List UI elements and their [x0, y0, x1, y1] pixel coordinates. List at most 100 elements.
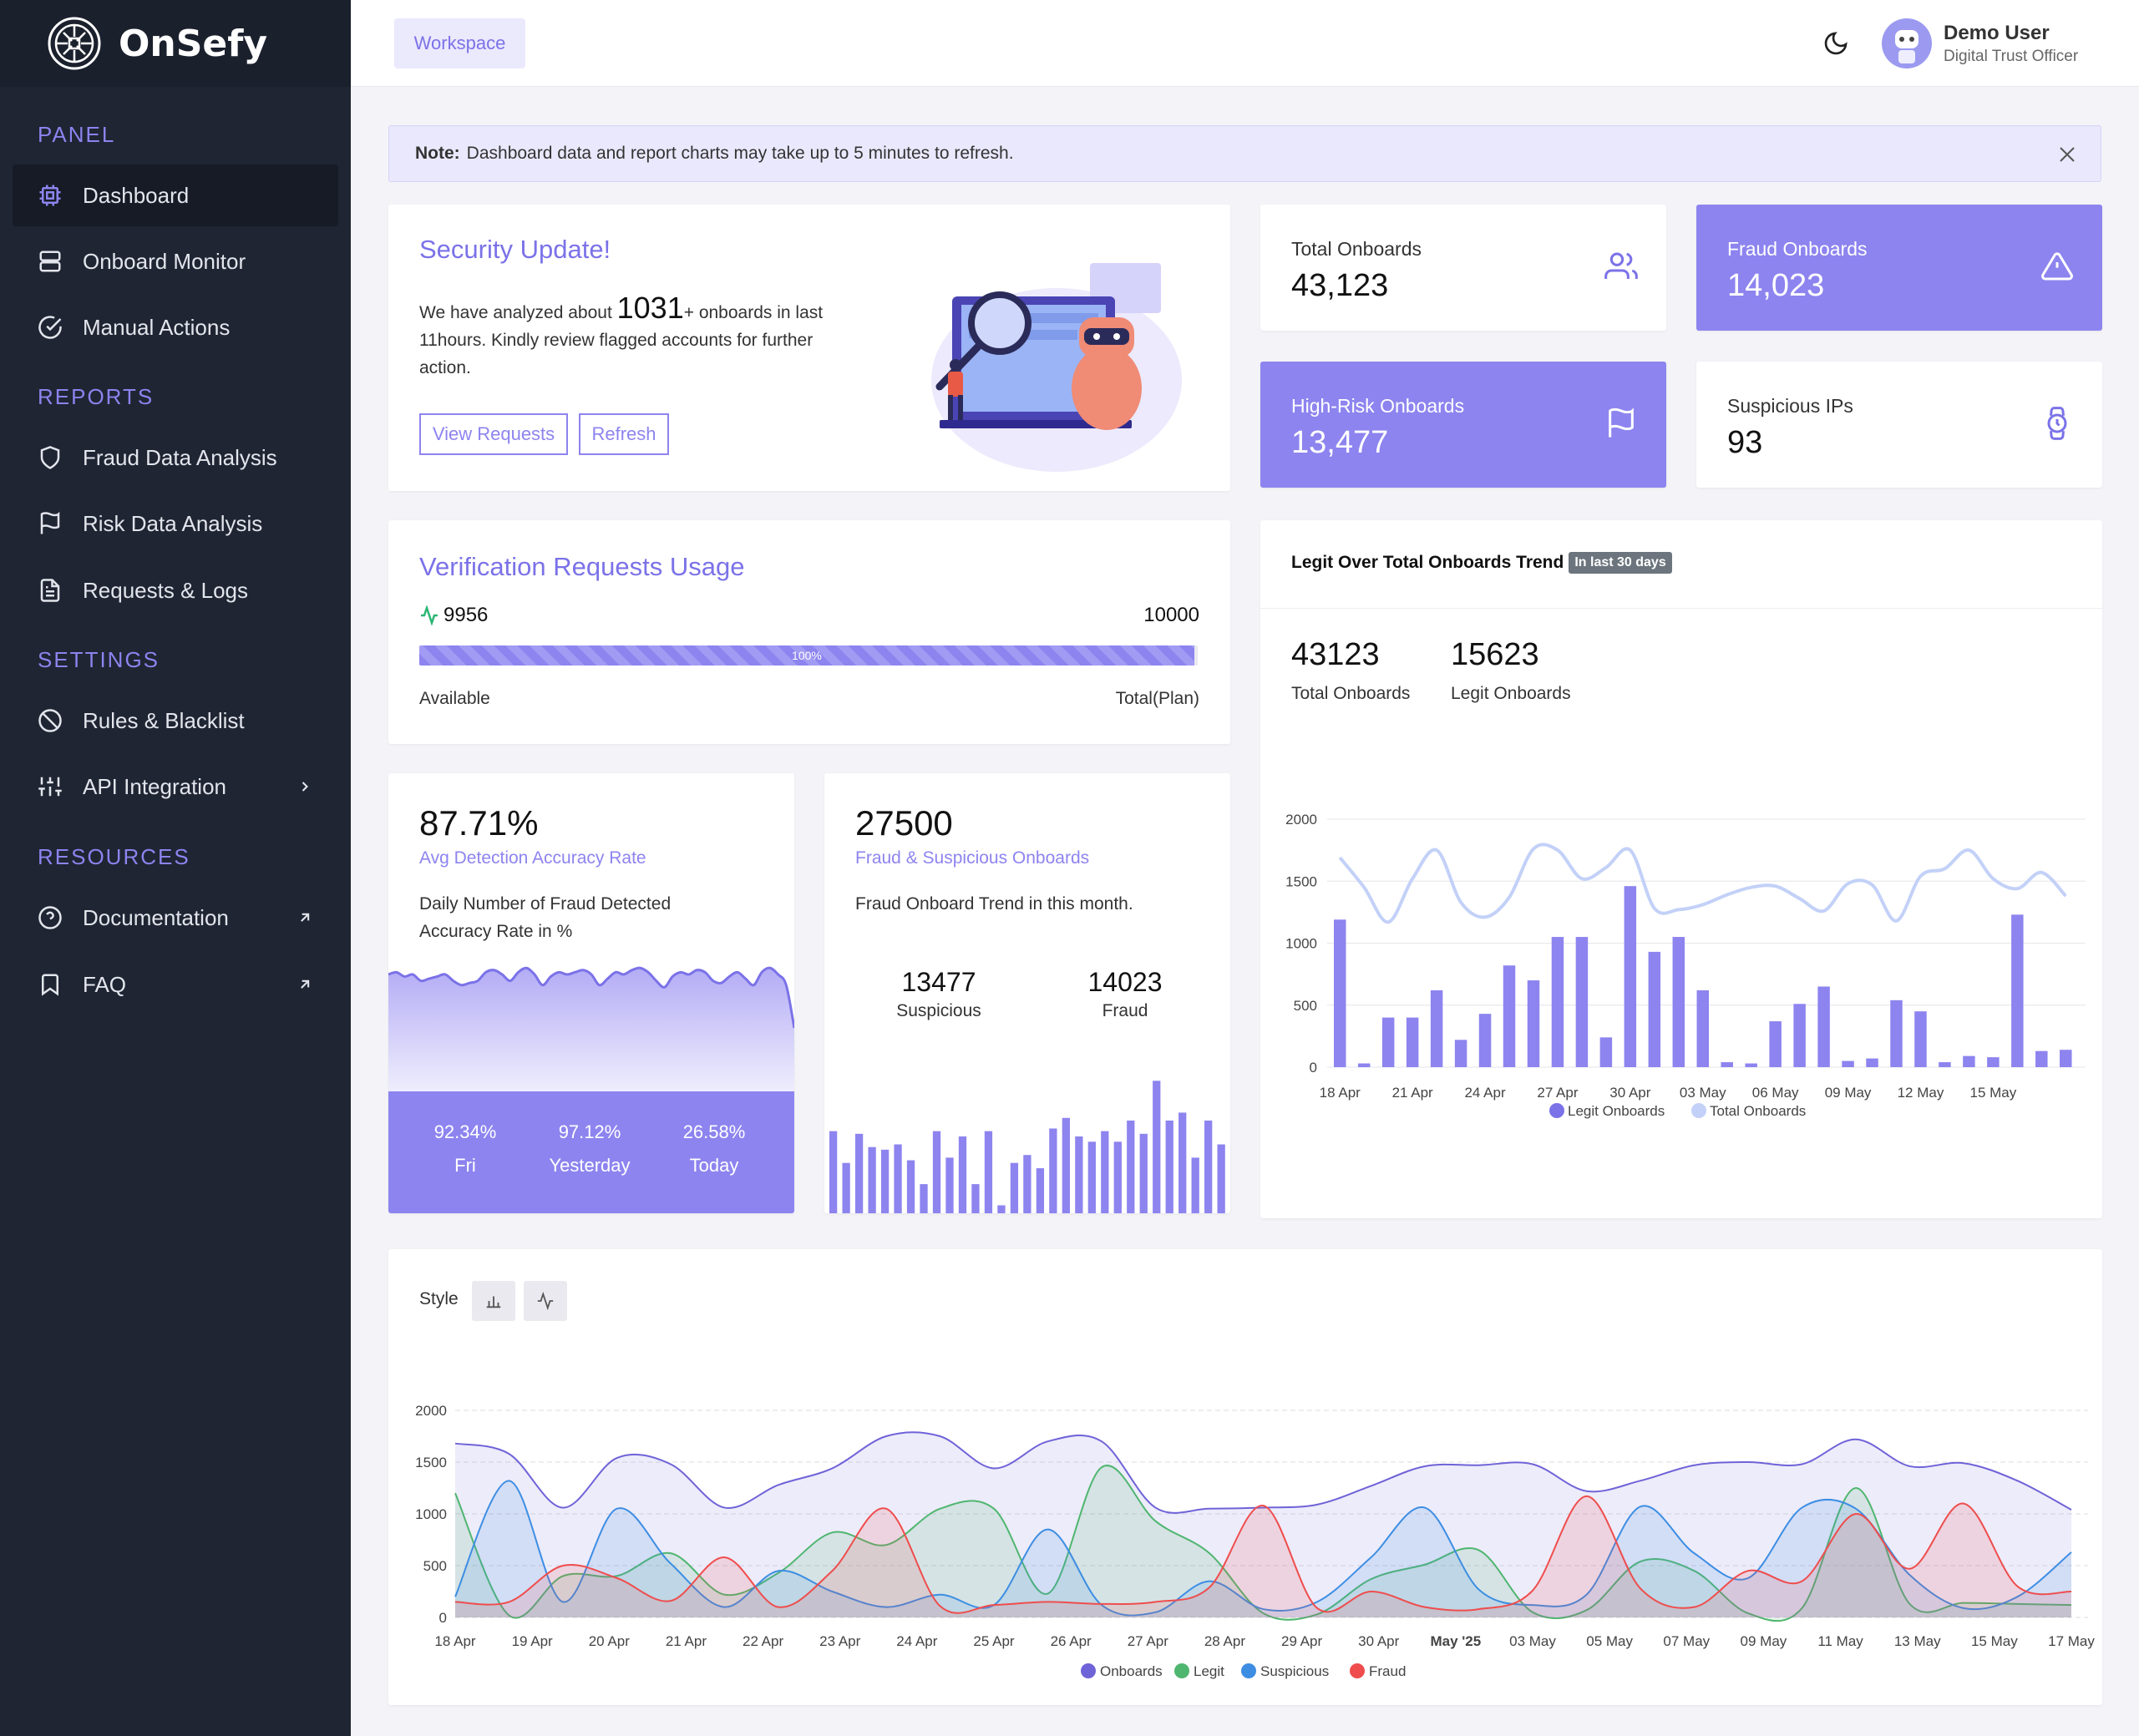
y-tick-label: 2000: [415, 1403, 447, 1419]
bookmark-icon: [42, 974, 58, 996]
external-link-icon: [301, 913, 310, 922]
bar-chart-icon: [486, 1296, 501, 1308]
sidebar-item-requests-logs[interactable]: Requests & Logs: [13, 559, 338, 621]
user-role: Digital Trust Officer: [1944, 48, 2079, 65]
x-tick-label: 20 Apr: [589, 1633, 630, 1649]
legit-bar: [1769, 1021, 1782, 1067]
y-tick-label: 500: [1294, 998, 1317, 1014]
sidebar-item-documentation[interactable]: Documentation: [13, 887, 338, 949]
y-tick-label: 500: [423, 1558, 447, 1574]
legit-bar: [1648, 951, 1661, 1067]
legit-bar: [2060, 1050, 2072, 1067]
section-panel: PANEL: [38, 122, 116, 147]
legend-label-legit: Legit Onboards: [1568, 1103, 1665, 1119]
legit-bar: [1381, 1017, 1395, 1067]
sidebar-item-label: Rules & Blacklist: [83, 707, 245, 733]
sidebar-item-onboard-monitor[interactable]: Onboard Monitor: [13, 230, 338, 292]
sidebar-item-rules-blacklist[interactable]: Rules & Blacklist: [13, 690, 338, 752]
fraud-label: Fraud: [1102, 1001, 1148, 1020]
legit-bar: [1721, 1062, 1733, 1067]
x-tick-label: 13 May: [1894, 1633, 1941, 1649]
y-tick-label: 1500: [1285, 873, 1317, 889]
day-label: Today: [689, 1155, 739, 1176]
series-line: [454, 1495, 2072, 1614]
fraud-bar: [1204, 1120, 1213, 1213]
sidebar-item-risk-data-analysis[interactable]: Risk Data Analysis: [13, 493, 338, 554]
sidebar-item-label: Risk Data Analysis: [83, 510, 263, 536]
x-tick-label: 17 May: [2048, 1633, 2095, 1649]
x-tick-label: 15 May: [1969, 1085, 2016, 1101]
legit-trend-card: Legit Over Total Onboards Trend In last 3…: [1260, 520, 2102, 1218]
sidebar-item-api-integration[interactable]: API Integration: [13, 756, 338, 817]
day-value: 92.34%: [433, 1121, 497, 1142]
line-style-button[interactable]: [524, 1281, 567, 1321]
fraud-count: 14023 Fraud: [1042, 967, 1209, 1021]
refresh-button[interactable]: Refresh: [579, 413, 669, 455]
legit-bar: [1503, 965, 1516, 1067]
fraud-bar: [1113, 1141, 1122, 1213]
fraud-bar: [1101, 1131, 1109, 1213]
sidebar-item-manual-actions[interactable]: Manual Actions: [13, 296, 338, 358]
security-text-1: We have analyzed about: [419, 303, 612, 322]
stat-label: Fraud Onboards: [1727, 238, 1868, 260]
fraud-bar: [1087, 1141, 1096, 1213]
day-value: 97.12%: [558, 1121, 621, 1142]
close-icon[interactable]: [2057, 144, 2077, 164]
fraud-trend-desc: Fraud Onboard Trend in this month.: [855, 894, 1133, 914]
legit-bar: [1334, 919, 1346, 1067]
check-circle-icon: [38, 316, 62, 339]
section-resources: RESOURCES: [38, 844, 190, 869]
sidebar-item-dashboard[interactable]: Dashboard: [13, 164, 338, 226]
legit-bar: [1478, 1014, 1492, 1067]
sidebar-item-faq[interactable]: FAQ: [13, 954, 338, 1015]
legit-bar: [1987, 1057, 2000, 1067]
x-tick-label: 24 Apr: [1464, 1085, 1505, 1101]
stat-label: Suspicious IPs: [1727, 395, 1853, 417]
view-requests-button[interactable]: View Requests: [419, 413, 568, 455]
x-tick-label: 25 Apr: [973, 1633, 1014, 1649]
suspicious-value: 13477: [901, 967, 976, 997]
fraud-bar: [945, 1157, 954, 1213]
activity-icon: [537, 1292, 554, 1310]
x-tick-label: 07 May: [1663, 1633, 1710, 1649]
brand[interactable]: OnSefy: [0, 0, 351, 87]
accuracy-days-panel: 92.34% Fri 97.12% Yesterday 26.58% Today: [388, 1091, 794, 1213]
shield-icon: [40, 446, 60, 469]
x-tick-label: 11 May: [1817, 1633, 1863, 1649]
x-tick-label: 09 May: [1741, 1633, 1787, 1649]
usage-total: 10000: [1143, 604, 1199, 626]
usage-progress-fill: 100%: [419, 645, 1194, 666]
legit-bar: [1890, 1000, 1903, 1067]
legend-label: Fraud: [1369, 1663, 1406, 1679]
period-badge: In last 30 days: [1569, 552, 1672, 574]
workspace-button[interactable]: Workspace: [394, 18, 525, 68]
activity-icon: [421, 605, 438, 625]
avatar[interactable]: [1882, 18, 1932, 68]
legend-label-total: Total Onboards: [1710, 1103, 1806, 1119]
moon-icon[interactable]: [1822, 30, 1849, 57]
accuracy-desc: Daily Number of Fraud Detected Accuracy …: [419, 890, 671, 945]
x-tick-label: 21 Apr: [666, 1633, 707, 1649]
fraud-bar: [842, 1162, 850, 1213]
fraud-trend-subtitle: Fraud & Suspicious Onboards: [855, 848, 1090, 868]
style-label: Style: [419, 1289, 459, 1308]
sidebar-item-label: Manual Actions: [83, 314, 231, 340]
stat-label: High-Risk Onboards: [1291, 395, 1465, 417]
sidebar-item-fraud-data-analysis[interactable]: Fraud Data Analysis: [13, 427, 338, 488]
fraud-bar: [1153, 1081, 1161, 1213]
legend-marker: [1350, 1663, 1365, 1678]
security-text-4: action.: [419, 358, 471, 377]
x-tick-label: 12 May: [1898, 1085, 1944, 1101]
security-text-3: 11hours. Kindly review flagged accounts …: [419, 331, 814, 350]
x-tick-label: 29 Apr: [1281, 1633, 1322, 1649]
bar-style-button[interactable]: [472, 1281, 515, 1321]
fraud-bar: [984, 1131, 993, 1213]
total-onboards-card: Total Onboards 43,123: [1260, 205, 1666, 331]
day-fri: 92.34% Fri: [403, 1121, 528, 1177]
security-text: We have analyzed about 1031+ onboards in…: [419, 293, 887, 382]
robot-illustration: [931, 263, 1182, 472]
legit-total-label: Total Onboards: [1291, 684, 1411, 703]
x-tick-label: 19 Apr: [512, 1633, 553, 1649]
x-tick-label: 22 Apr: [743, 1633, 783, 1649]
fraud-value: 14023: [1087, 967, 1163, 997]
